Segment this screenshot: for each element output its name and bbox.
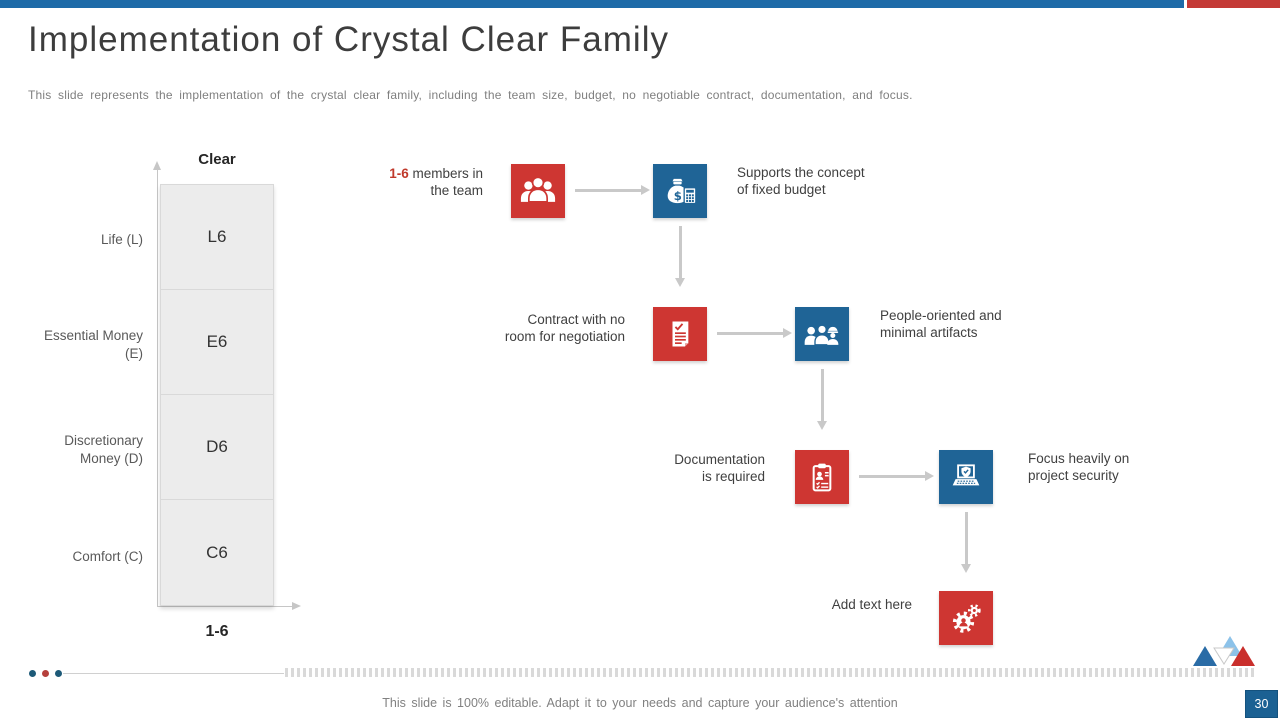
arrow-row1-icon	[575, 185, 650, 195]
footer-dot-2	[42, 670, 49, 677]
flow-row3-left-text: Documentation is required	[674, 452, 765, 484]
y-axis-arrow	[153, 161, 161, 607]
clipboard-checklist-glyph	[812, 463, 832, 492]
documentation-icon	[795, 450, 849, 504]
arrow-row3-icon	[859, 471, 934, 481]
fixed-budget-icon: $	[653, 164, 707, 218]
top-bar-red-segment	[1187, 0, 1280, 8]
team-size-highlight: 1-6	[389, 166, 409, 181]
project-security-icon	[939, 450, 993, 504]
arrow-row2-icon	[717, 328, 792, 338]
people-group-glyph	[520, 176, 556, 203]
brand-logo	[1192, 636, 1256, 673]
flow-row1-right-text: Supports the concept of fixed budget	[737, 165, 865, 197]
footer-divider-line	[63, 673, 284, 674]
category-label-essential-money: Essential Money (E)	[43, 328, 143, 361]
category-label-comfort: Comfort (C)	[72, 549, 144, 564]
contract-icon	[653, 307, 707, 361]
settings-gear-icon	[939, 591, 993, 645]
editable-note: This slide is 100% editable. Adapt it to…	[382, 696, 898, 710]
category-label-life: Life (L)	[100, 232, 143, 247]
box-L6: L6	[160, 184, 274, 290]
footer-dot-3	[55, 670, 62, 677]
footer-dashed-band	[285, 668, 1257, 677]
top-bar-blue-segment	[0, 0, 1184, 8]
stacked-boxes: L6 E6 D6 C6	[160, 184, 274, 606]
triangles-logo-glyph	[1193, 636, 1255, 666]
box-L6-label: L6	[207, 227, 227, 246]
svg-text:$: $	[674, 189, 682, 203]
laptop-shield-glyph	[952, 464, 980, 486]
page-number-badge: 30	[1245, 690, 1278, 718]
box-C6: C6	[160, 499, 274, 606]
box-C6-label: C6	[206, 542, 228, 562]
flow-row2-left-text: Contract with no room for negotiation	[504, 312, 625, 344]
arrow-row2-down	[816, 369, 827, 430]
top-accent-bar	[0, 0, 1280, 8]
document-check-glyph	[672, 321, 689, 347]
category-label-discretionary-money: Discretionary Money (D)	[64, 433, 143, 466]
page-subtitle: This slide represents the implementation…	[28, 88, 913, 102]
team-members-icon	[511, 164, 565, 218]
arrow-row1-down	[674, 226, 685, 287]
money-bag-calculator-glyph: $	[667, 178, 697, 205]
arrow-row3-down	[960, 512, 971, 573]
box-E6-label: E6	[206, 332, 228, 351]
box-D6-label: D6	[206, 437, 228, 456]
flow-row2-right-text: People-oriented and minimal artifacts	[880, 308, 1002, 340]
x-axis-arrow	[157, 602, 301, 610]
flow-row4-left-text: Add text here	[831, 597, 912, 612]
box-D6: D6	[160, 394, 274, 500]
gears-person-glyph	[952, 604, 981, 633]
footer-dot-1	[29, 670, 36, 677]
y-axis-label: Clear	[198, 151, 236, 168]
page-title: Implementation of Crystal Clear Family	[28, 20, 669, 59]
people-oriented-icon	[795, 307, 849, 361]
x-axis-label: 1-6	[205, 623, 229, 640]
flow-row3-right-text: Focus heavily on project security	[1028, 451, 1130, 483]
worker-team-glyph	[804, 324, 839, 346]
page-number: 30	[1254, 697, 1269, 711]
box-E6: E6	[160, 289, 274, 395]
flow-row1-left-text: 1-6 members in the team	[389, 166, 483, 198]
